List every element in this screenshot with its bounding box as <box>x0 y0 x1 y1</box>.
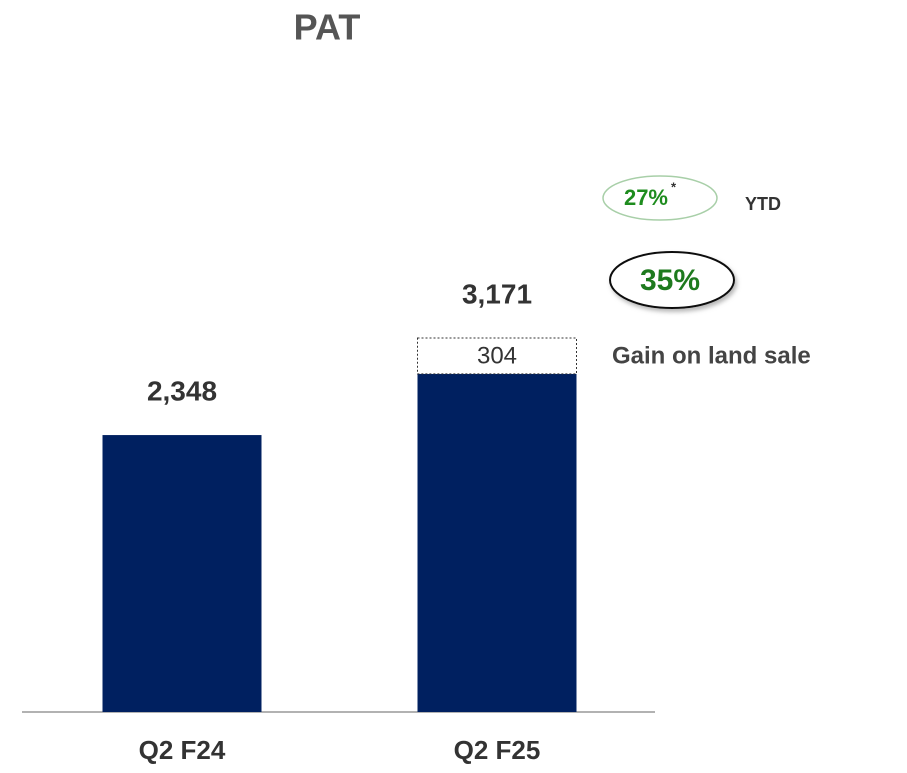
chart-title: PAT <box>294 7 361 48</box>
ytd-growth: 27% <box>624 185 668 210</box>
quarter-growth: 35% <box>640 264 700 297</box>
bar-segment <box>417 373 577 712</box>
bar-segment <box>417 337 577 375</box>
growth-oval <box>609 251 735 309</box>
ytd-oval <box>602 175 718 221</box>
total-label: 2,348 <box>147 375 217 406</box>
ytd-label: YTD <box>745 194 781 214</box>
legend-label: Gain on land sale <box>612 342 811 369</box>
x-tick-label: Q2 F24 <box>139 735 226 765</box>
ytd-mark: * <box>671 179 677 194</box>
x-tick-label: Q2 F25 <box>454 735 541 765</box>
segment-label: 304 <box>477 342 517 369</box>
bar-segment <box>102 435 262 712</box>
total-label: 3,171 <box>462 278 532 309</box>
